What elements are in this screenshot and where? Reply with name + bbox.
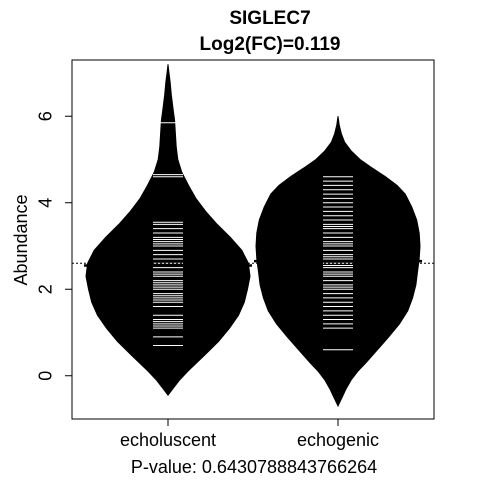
x-tick-label: echoluscent [120,430,216,450]
x-tick-label: echogenic [297,430,379,450]
chart-title: SIGLEC7 [229,8,310,29]
y-tick-label: 4 [36,198,56,208]
x-axis: echoluscent echogenic [120,419,379,450]
y-axis: 0 2 4 6 [36,111,72,381]
y-axis-title: Abundance [11,194,31,285]
y-tick-label: 0 [36,371,56,381]
y-tick-label: 2 [36,284,56,294]
y-tick-label: 6 [36,111,56,121]
chart-subtitle: Log2(FC)=0.119 [200,34,341,55]
x-axis-title: P-value: 0.6430788843766264 [131,457,377,477]
bean-echogenic [254,116,422,406]
bean-echoluscent [84,64,252,395]
bean-layer [84,64,422,406]
